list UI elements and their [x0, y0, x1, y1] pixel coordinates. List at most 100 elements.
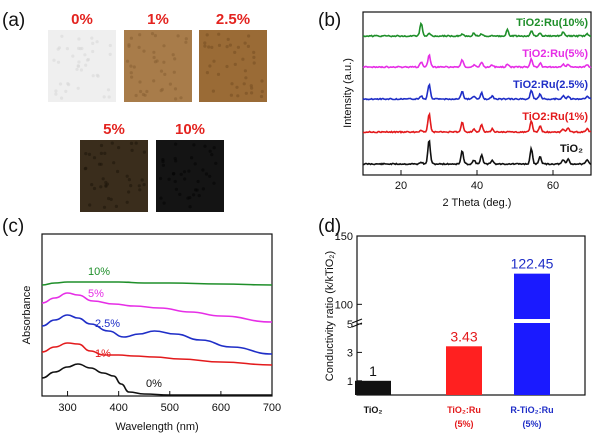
photo-speckle: [129, 65, 132, 68]
photo-speckle: [241, 58, 244, 61]
photo-speckle: [115, 205, 118, 208]
photo-speckle: [130, 37, 133, 40]
photo-speckle: [187, 170, 190, 173]
photo-speckle: [212, 90, 215, 93]
photo-speckle: [160, 89, 163, 92]
photo-speckle: [225, 65, 228, 68]
uvvis-x-tick-label: 600: [212, 402, 230, 414]
photo-speckle: [98, 163, 101, 166]
photo-speckle: [205, 172, 208, 175]
photo-speckle: [183, 177, 186, 180]
photo-speckle: [162, 44, 165, 47]
photo-speckle: [152, 51, 155, 54]
photo-speckle: [190, 156, 193, 159]
conductivity-categories: TiO₂ TiO₂:Ru (5%) R-TiO₂:Ru (5%): [364, 405, 554, 429]
photo-speckle: [172, 53, 175, 56]
photo-speckle: [252, 56, 255, 59]
photo-speckle: [203, 45, 206, 48]
photo-speckle: [142, 50, 145, 53]
photo-speckle: [126, 60, 129, 63]
photo-speckle: [159, 177, 162, 180]
conductivity-category-sublabel: (5%): [454, 419, 473, 429]
photo-speckle: [84, 64, 87, 67]
photo-speckle: [201, 168, 204, 171]
photo-speckle: [52, 59, 55, 62]
photo-speckle: [92, 74, 95, 77]
photo-speckle: [235, 86, 238, 89]
photo-speckle: [130, 142, 133, 145]
photo-speckle: [127, 190, 130, 193]
photo-label: 5%: [103, 121, 125, 138]
photo-speckle: [83, 53, 86, 56]
xrd-series-label: TiO2:Ru(1%): [522, 111, 588, 123]
xrd-series-label: TiO2:Ru(2.5%): [513, 79, 588, 91]
uvvis-plot-frame: [42, 234, 272, 396]
photo-speckle: [103, 152, 106, 155]
photo-speckle: [58, 46, 61, 49]
photo-speckle: [253, 61, 256, 64]
sample-photo: [80, 140, 148, 212]
photo-speckle: [130, 76, 133, 79]
photo-speckle: [96, 74, 99, 77]
photo-speckle: [54, 89, 57, 92]
panel-label-a: (a): [2, 10, 25, 31]
photo-speckle: [116, 170, 119, 173]
uvvis-series-label: 5%: [88, 288, 104, 300]
photo-speckle: [247, 45, 250, 48]
photo-speckle: [128, 178, 131, 181]
bar-break-gap: [513, 319, 551, 323]
photo-speckle: [227, 38, 230, 41]
photo-speckle: [208, 175, 211, 178]
photo-speckle: [107, 88, 110, 91]
photo-speckle: [252, 51, 255, 54]
photo-speckle: [102, 177, 105, 180]
photo-speckle: [100, 144, 103, 147]
photo-speckle: [217, 33, 220, 36]
photo-speckle: [168, 178, 171, 181]
photo-speckle: [99, 185, 102, 188]
uvvis-series-label: 0%: [146, 378, 162, 390]
photo-speckle: [230, 82, 233, 85]
photo-speckle: [57, 61, 60, 64]
xrd-x-ticks: 20 40 60: [395, 170, 559, 192]
photo-speckle: [96, 40, 99, 43]
photo-speckle: [126, 175, 129, 178]
photo-speckle: [138, 188, 141, 191]
photo-speckle: [237, 46, 240, 49]
photo-speckle: [87, 58, 90, 61]
photo-speckle: [247, 34, 250, 37]
uvvis-x-axis-title: Wavelength (nm): [115, 421, 198, 433]
photo-speckle: [185, 37, 188, 40]
photo-speckle: [192, 143, 195, 146]
photo-speckle: [203, 41, 206, 44]
photo-speckle: [103, 206, 106, 209]
photo-speckle: [151, 32, 154, 35]
photo-speckle: [196, 189, 199, 192]
photo-speckle: [90, 37, 93, 40]
photo-speckle: [162, 61, 165, 64]
photo-speckle: [207, 45, 210, 48]
photo-speckle: [177, 34, 180, 37]
photo-speckle: [260, 95, 263, 98]
photo-speckle: [174, 143, 177, 146]
photo-speckle: [206, 71, 209, 74]
conductivity-y-tick-label: 100: [335, 299, 353, 311]
photo-speckle: [108, 95, 111, 98]
xrd-series-labels: TiO₂TiO2:Ru(1%)TiO2:Ru(2.5%)TiO2:Ru(5%)T…: [513, 17, 588, 155]
photo-speckle: [186, 197, 189, 200]
photo-speckle: [111, 142, 114, 145]
photo-speckle: [117, 146, 120, 149]
conductivity-bar: [355, 381, 391, 395]
photo-speckle: [160, 70, 163, 73]
photo-speckle: [112, 161, 115, 164]
xrd-x-tick-label: 60: [547, 180, 559, 192]
photo-speckle: [143, 151, 146, 154]
photo-speckle: [54, 93, 57, 96]
photo-speckle: [91, 50, 94, 53]
photo-speckle: [244, 69, 247, 72]
photo-speckle: [153, 56, 156, 59]
photo-speckle: [213, 146, 216, 149]
photo-speckle: [138, 184, 141, 187]
photo-speckle: [192, 193, 195, 196]
photo-speckle: [189, 205, 192, 208]
